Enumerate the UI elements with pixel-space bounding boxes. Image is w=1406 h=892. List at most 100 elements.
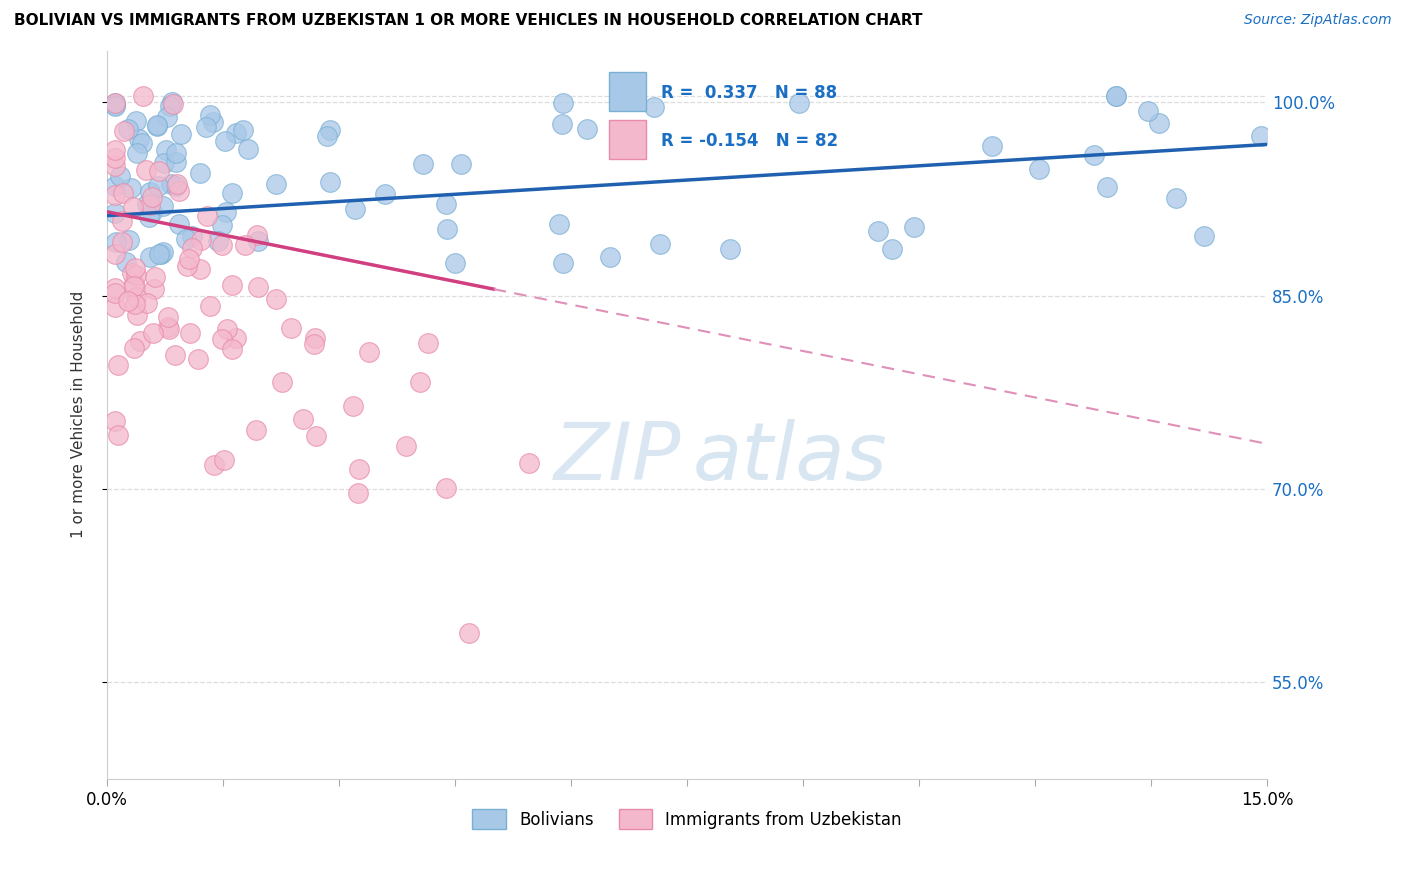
Point xyxy=(302,337,325,351)
Point xyxy=(1083,148,1105,162)
Point xyxy=(143,269,166,284)
Point xyxy=(457,626,479,640)
Point xyxy=(245,423,267,437)
Point xyxy=(882,242,904,256)
Point xyxy=(787,95,810,110)
Text: ZIP: ZIP xyxy=(554,419,681,498)
Point xyxy=(198,108,221,122)
Point xyxy=(436,222,458,236)
Point xyxy=(139,198,162,212)
Point xyxy=(176,260,198,274)
Point xyxy=(141,190,163,204)
Point xyxy=(236,142,259,156)
Point xyxy=(195,209,218,223)
Point xyxy=(148,164,170,178)
Point xyxy=(643,100,665,114)
Point xyxy=(347,461,370,475)
Point xyxy=(212,453,235,467)
Point xyxy=(135,296,157,310)
Point xyxy=(1192,228,1215,243)
Point xyxy=(214,134,236,148)
Point xyxy=(305,429,328,443)
Point xyxy=(125,308,148,322)
Point xyxy=(395,439,418,453)
Point xyxy=(120,181,142,195)
Point xyxy=(225,331,247,345)
Point xyxy=(319,175,342,189)
Point xyxy=(247,235,270,249)
Point xyxy=(122,341,145,355)
Point xyxy=(112,124,135,138)
Point xyxy=(110,169,132,183)
Text: Source: ZipAtlas.com: Source: ZipAtlas.com xyxy=(1244,13,1392,28)
Point xyxy=(156,110,179,124)
Point xyxy=(104,247,127,261)
Point xyxy=(160,95,183,109)
Point xyxy=(233,238,256,252)
Point xyxy=(174,232,197,246)
Point xyxy=(156,320,179,334)
Point xyxy=(221,278,243,293)
Point xyxy=(318,123,340,137)
Point xyxy=(135,163,157,178)
Point xyxy=(650,237,672,252)
Point xyxy=(1105,88,1128,103)
Point xyxy=(291,411,314,425)
Point xyxy=(181,228,204,243)
Point xyxy=(357,345,380,359)
Point xyxy=(264,292,287,306)
Point xyxy=(124,278,146,293)
Point xyxy=(131,88,153,103)
Point xyxy=(107,427,129,442)
Point xyxy=(201,115,224,129)
Point xyxy=(146,178,169,193)
Point xyxy=(111,235,134,249)
Point xyxy=(247,279,270,293)
Point xyxy=(165,179,187,194)
Point xyxy=(163,348,186,362)
Point xyxy=(211,238,233,252)
Point xyxy=(187,351,209,366)
Point xyxy=(104,98,127,112)
Point xyxy=(157,322,180,336)
Point xyxy=(104,143,127,157)
Point xyxy=(141,204,163,219)
Point xyxy=(128,334,150,348)
Point xyxy=(517,456,540,470)
Point xyxy=(104,178,127,193)
Point xyxy=(225,126,247,140)
Point xyxy=(138,210,160,224)
Point xyxy=(104,206,127,220)
Point xyxy=(903,219,925,234)
Point xyxy=(211,218,233,232)
Point xyxy=(450,157,472,171)
Point xyxy=(142,326,165,340)
Point xyxy=(131,136,153,151)
Point xyxy=(315,128,337,143)
Point xyxy=(105,235,128,249)
Point xyxy=(221,186,243,200)
Point xyxy=(246,228,269,243)
Point xyxy=(599,250,621,264)
Point xyxy=(118,234,141,248)
Point xyxy=(280,321,302,335)
Point xyxy=(1147,116,1170,130)
Text: BOLIVIAN VS IMMIGRANTS FROM UZBEKISTAN 1 OR MORE VEHICLES IN HOUSEHOLD CORRELATI: BOLIVIAN VS IMMIGRANTS FROM UZBEKISTAN 1… xyxy=(14,13,922,29)
Point xyxy=(412,157,434,171)
Point xyxy=(304,331,326,345)
Point xyxy=(125,114,148,128)
Point xyxy=(179,326,201,341)
Point xyxy=(146,118,169,132)
Point xyxy=(416,335,439,350)
Point xyxy=(551,96,574,111)
Point xyxy=(165,145,187,160)
Point xyxy=(221,343,243,357)
Point xyxy=(159,99,181,113)
Point xyxy=(188,262,211,277)
Point xyxy=(434,197,457,211)
Point xyxy=(270,375,292,389)
Point xyxy=(104,98,127,112)
Point xyxy=(114,255,136,269)
Point xyxy=(139,185,162,199)
Point xyxy=(117,294,139,309)
